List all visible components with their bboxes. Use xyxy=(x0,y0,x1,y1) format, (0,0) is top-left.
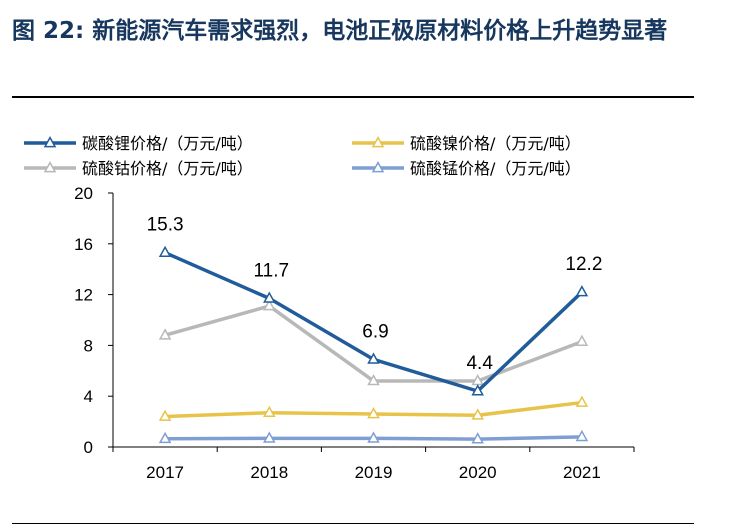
data-point-marker xyxy=(263,431,276,443)
data-point-marker xyxy=(263,291,276,303)
data-point-marker xyxy=(367,407,380,419)
data-point-marker xyxy=(158,431,172,444)
data-point-marker xyxy=(575,429,589,442)
data-point-marker xyxy=(158,409,172,421)
x-tick-label: 2019 xyxy=(355,463,393,482)
figure-title: 图 22: 新能源汽车需求强烈，电池正极原材料价格上升趋势显著 xyxy=(12,18,668,44)
y-tick-label: 20 xyxy=(74,184,93,203)
y-tick-label: 16 xyxy=(74,235,93,254)
data-point-marker xyxy=(471,384,484,396)
data-point-marker xyxy=(367,431,380,443)
legend-swatch-marker xyxy=(371,161,385,173)
data-point-marker xyxy=(158,328,172,340)
data-point-marker xyxy=(263,405,276,418)
x-tick-label: 2017 xyxy=(146,463,184,482)
legend-swatch-marker xyxy=(371,136,385,148)
y-tick-label: 8 xyxy=(84,336,93,355)
data-point-marker xyxy=(263,299,276,311)
title-divider xyxy=(12,96,694,98)
x-tick-label: 2021 xyxy=(563,463,601,482)
data-point-marker xyxy=(575,285,589,297)
data-point-marker xyxy=(158,245,172,258)
bottom-divider xyxy=(12,523,694,524)
data-label: 15.3 xyxy=(147,215,184,236)
data-point-marker xyxy=(367,352,380,364)
legend-swatch-marker xyxy=(43,161,57,173)
data-point-marker xyxy=(471,432,484,444)
series-line xyxy=(164,304,583,383)
data-point-marker xyxy=(471,408,484,420)
legend-label: 碳酸锂价格/（万元/吨） xyxy=(82,134,253,153)
data-point-marker xyxy=(367,374,380,386)
x-tick-label: 2018 xyxy=(250,463,288,482)
x-tick-label: 2020 xyxy=(459,463,497,482)
y-tick-label: 12 xyxy=(74,286,93,305)
data-label: 4.4 xyxy=(466,353,493,374)
data-label: 12.2 xyxy=(565,254,602,275)
data-label: 6.9 xyxy=(362,321,388,342)
legend-label: 硫酸钴价格/（万元/吨） xyxy=(82,159,253,178)
legend-label: 硫酸锰价格/（万元/吨） xyxy=(410,159,581,178)
y-tick-label: 0 xyxy=(84,438,93,457)
y-tick-label: 4 xyxy=(84,387,93,406)
legend-label: 硫酸镍价格/（万元/吨） xyxy=(410,134,581,153)
data-label: 11.7 xyxy=(254,260,290,281)
data-point-marker xyxy=(575,395,589,407)
legend-swatch-marker xyxy=(43,136,57,148)
data-point-marker xyxy=(575,334,589,346)
